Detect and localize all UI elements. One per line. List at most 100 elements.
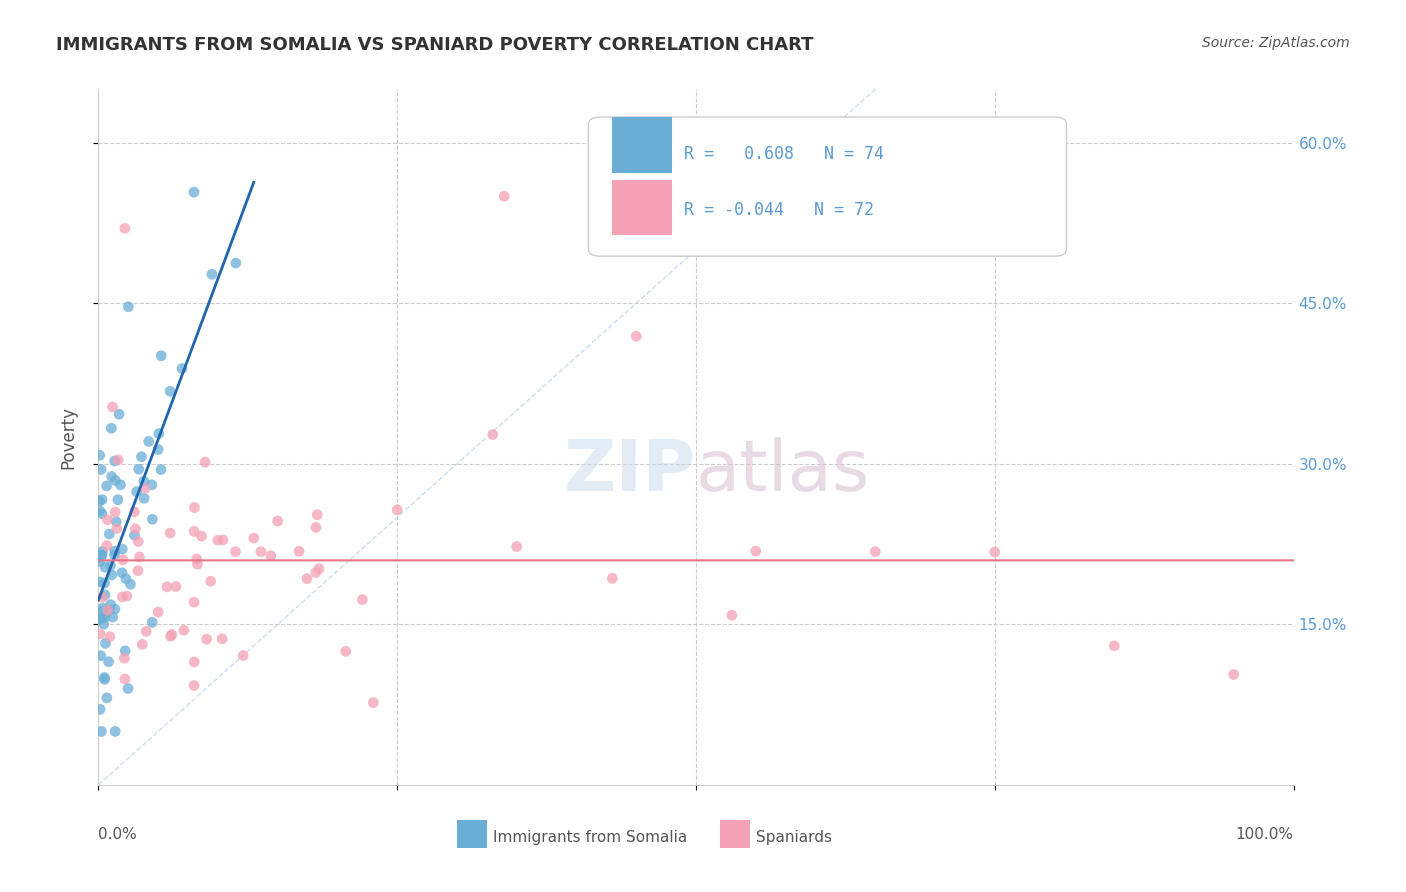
Point [94, 610, 117, 624]
Point [104, 724, 127, 739]
Point [107, 453, 129, 467]
Text: atlas: atlas [696, 437, 870, 507]
Point [183, 185, 205, 199]
Point [160, 627, 183, 641]
Point [250, 545, 273, 559]
Point [186, 552, 208, 566]
Point [115, 572, 138, 586]
Y-axis label: Poverty: Poverty [59, 406, 77, 468]
Point [114, 672, 136, 686]
Point [243, 531, 266, 545]
Point [481, 427, 505, 442]
Point [89, 550, 111, 565]
Point [89, 702, 111, 716]
Text: ZIP: ZIP [564, 437, 696, 507]
Point [100, 598, 122, 612]
Point [134, 491, 156, 506]
Point [141, 615, 163, 630]
Point [89, 494, 111, 508]
Point [183, 595, 205, 609]
Point [93, 576, 115, 591]
Point [124, 505, 146, 519]
Point [141, 478, 163, 492]
Point [91, 544, 114, 558]
Point [288, 544, 311, 558]
Point [96, 690, 118, 705]
Point [165, 580, 187, 594]
Point [183, 655, 205, 669]
Point [91, 604, 114, 618]
Point [104, 454, 127, 468]
Text: R =   0.608   N = 74: R = 0.608 N = 74 [685, 145, 884, 163]
Point [159, 384, 181, 399]
Point [90, 462, 112, 476]
Point [90, 507, 112, 521]
Point [190, 529, 212, 543]
Point [211, 632, 233, 646]
Point [108, 407, 131, 421]
Point [117, 300, 139, 314]
Point [98, 630, 121, 644]
Point [352, 592, 374, 607]
Point [131, 450, 153, 464]
Point [865, 544, 887, 558]
Point [159, 629, 181, 643]
Point [89, 555, 111, 569]
Point [120, 577, 142, 591]
Point [141, 512, 163, 526]
Point [201, 268, 224, 282]
Point [117, 681, 139, 696]
Point [134, 482, 156, 496]
Point [1223, 667, 1246, 681]
Text: Source: ZipAtlas.com: Source: ZipAtlas.com [1202, 36, 1350, 50]
Point [96, 539, 118, 553]
Point [128, 462, 150, 476]
Point [96, 479, 118, 493]
Point [114, 644, 136, 658]
Point [602, 571, 624, 585]
Point [91, 591, 114, 605]
Point [111, 590, 134, 604]
Point [105, 515, 128, 529]
Point [125, 484, 148, 499]
Point [91, 611, 114, 625]
Point [745, 544, 768, 558]
Point [97, 603, 120, 617]
Point [225, 256, 247, 270]
Bar [613, 179, 672, 235]
Point [335, 644, 357, 658]
Point [305, 566, 328, 580]
Point [101, 610, 124, 624]
Point [93, 670, 115, 684]
Point [91, 601, 114, 615]
Point [173, 624, 195, 638]
Point [127, 564, 149, 578]
Point [150, 462, 173, 476]
Point [207, 533, 229, 548]
Bar [613, 117, 672, 173]
Point [267, 514, 290, 528]
Point [172, 361, 194, 376]
Point [93, 617, 115, 632]
Point [111, 542, 134, 557]
Point [97, 604, 120, 618]
Point [101, 400, 124, 414]
Point [626, 329, 648, 343]
Point [100, 421, 122, 435]
Point [104, 505, 127, 519]
Point [183, 500, 205, 515]
Point [212, 533, 235, 547]
FancyBboxPatch shape [589, 117, 1067, 256]
Point [104, 544, 127, 558]
Point [1104, 639, 1126, 653]
Point [183, 524, 205, 539]
Text: Immigrants from Somalia: Immigrants from Somalia [494, 830, 688, 845]
Point [131, 637, 153, 651]
Point [159, 526, 181, 541]
Point [103, 548, 125, 562]
Text: 100.0%: 100.0% [1236, 827, 1294, 842]
Point [94, 636, 117, 650]
Point [132, 474, 155, 488]
Point [97, 655, 120, 669]
Point [98, 527, 121, 541]
